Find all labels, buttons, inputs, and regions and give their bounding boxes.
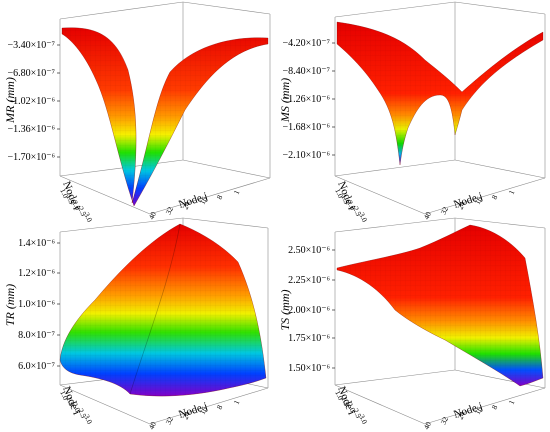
i-axis: 1.0 1.5 2.0 2.5 3.0 <box>58 187 94 224</box>
z-axis-label: TS (mm) <box>278 289 292 330</box>
i-tick: 2.5 <box>351 407 363 420</box>
z-axis-label: TR (mm) <box>3 284 17 326</box>
i-tick: 3.0 <box>357 413 369 426</box>
j-tick: 32 <box>439 205 450 216</box>
i-axis: 1.0 1.5 2.0 2.5 3.0 <box>333 187 369 224</box>
z-tick: 1.2×10⁻⁶ <box>18 268 55 279</box>
z-tick: 2.25×10⁻⁶ <box>288 275 330 286</box>
j-tick: 1 <box>507 188 517 195</box>
j-tick: 32 <box>164 415 175 426</box>
j-axis: 40 32 24 16 8 1 <box>147 188 242 220</box>
surface-ms-mesh <box>337 22 543 165</box>
j-tick: 40 <box>147 420 158 431</box>
j-tick: 24 <box>181 200 192 211</box>
y-axis-label: Node j <box>452 400 484 421</box>
z-tick: 6.0×10⁻⁷ <box>18 361 55 372</box>
j-tick: 32 <box>164 205 175 216</box>
z-axis-label: MS (mm) <box>278 78 292 123</box>
j-tick: 8 <box>490 403 500 410</box>
i-tick: 2.0 <box>345 401 357 414</box>
z-tick: −1.70×10⁻⁶ <box>7 152 55 163</box>
i-tick: 3.0 <box>82 211 94 224</box>
i-axis: 1.0 1.5 2.0 2.5 3.0 <box>58 389 94 426</box>
j-tick: 24 <box>456 200 467 211</box>
j-tick: 40 <box>422 210 433 221</box>
panel-ts: 2.50×10⁻⁶ 2.25×10⁻⁶ 2.00×10⁻⁶ 1.75×10⁻⁶ … <box>278 217 546 431</box>
z-tick: 1.50×10⁻⁶ <box>288 363 330 374</box>
z-tick: 1.4×10⁻⁶ <box>18 238 55 249</box>
j-tick: 16 <box>473 405 484 416</box>
z-tick: −8.40×10⁻⁷ <box>282 66 330 77</box>
i-tick: 1.0 <box>333 389 345 402</box>
i-tick: 1.5 <box>64 193 76 206</box>
i-tick: 1.5 <box>64 395 76 408</box>
z-tick: 2.00×10⁻⁶ <box>288 305 330 316</box>
z-tick: 1.75×10⁻⁶ <box>288 333 330 344</box>
j-axis: 40 32 24 16 8 1 <box>147 398 242 430</box>
j-tick: 16 <box>473 195 484 206</box>
i-tick: 2.0 <box>345 199 357 212</box>
z-tick: −3.40×10⁻⁷ <box>7 40 55 51</box>
i-tick: 1.5 <box>339 395 351 408</box>
surface-mr-mesh <box>62 27 268 207</box>
panel-tr: 1.4×10⁻⁶ 1.2×10⁻⁶ 1.0×10⁻⁶ 8.0×10⁻⁷ 6.0×… <box>3 217 269 431</box>
j-tick: 8 <box>215 403 225 410</box>
surface-tr-mesh <box>60 224 266 397</box>
z-tick: −1.02×10⁻⁶ <box>7 96 55 107</box>
z-tick: −4.20×10⁻⁷ <box>282 38 330 49</box>
z-tick: −1.26×10⁻⁶ <box>282 94 330 105</box>
z-tick: 1.0×10⁻⁶ <box>18 299 55 310</box>
z-tick: −2.10×10⁻⁶ <box>282 150 330 161</box>
i-tick: 2.5 <box>76 205 88 218</box>
y-axis-label: Node j <box>452 190 484 211</box>
panel-ms: −4.20×10⁻⁷ −8.40×10⁻⁷ −1.26×10⁻⁶ −1.68×1… <box>278 1 546 224</box>
j-tick: 16 <box>198 405 209 416</box>
z-tick: 8.0×10⁻⁷ <box>18 330 55 341</box>
i-tick: 1.0 <box>58 389 70 402</box>
j-tick: 24 <box>456 410 467 421</box>
j-tick: 40 <box>422 420 433 431</box>
z-tick: −6.80×10⁻⁷ <box>7 68 55 79</box>
z-axis-label: MR (mm) <box>3 77 17 124</box>
j-tick: 1 <box>507 398 517 405</box>
i-tick: 2.5 <box>351 205 363 218</box>
z-tick: −1.36×10⁻⁶ <box>7 124 55 135</box>
i-tick: 2.0 <box>70 199 82 212</box>
i-tick: 3.0 <box>82 413 94 426</box>
j-tick: 40 <box>147 210 158 221</box>
panel-mr: −3.40×10⁻⁷ −6.80×10⁻⁷ −1.02×10⁻⁶ −1.36×1… <box>3 1 271 224</box>
y-axis-label: Node j <box>177 190 209 211</box>
j-tick: 1 <box>232 398 242 405</box>
box-frame <box>334 1 546 215</box>
i-tick: 1.0 <box>58 187 70 200</box>
j-tick: 8 <box>215 193 225 200</box>
z-tick: −1.68×10⁻⁶ <box>282 122 330 133</box>
i-tick: 1.5 <box>339 193 351 206</box>
i-tick: 2.0 <box>70 401 82 414</box>
i-tick: 2.5 <box>76 407 88 420</box>
surface-ts-mesh <box>337 225 543 386</box>
j-tick: 24 <box>181 410 192 421</box>
j-tick: 8 <box>490 193 500 200</box>
j-axis: 40 32 24 16 8 1 <box>422 398 517 430</box>
z-tick: 2.50×10⁻⁶ <box>288 245 330 256</box>
i-tick: 3.0 <box>357 211 369 224</box>
j-tick: 1 <box>232 188 242 195</box>
j-axis: 40 32 24 16 8 1 <box>422 188 517 220</box>
surface-tr-ridge <box>129 223 181 395</box>
i-tick: 1.0 <box>333 187 345 200</box>
y-axis-label: Node j <box>177 400 209 421</box>
i-axis: 1.0 1.5 2.0 2.5 3.0 <box>333 389 369 426</box>
j-tick: 32 <box>439 415 450 426</box>
j-tick: 16 <box>198 195 209 206</box>
